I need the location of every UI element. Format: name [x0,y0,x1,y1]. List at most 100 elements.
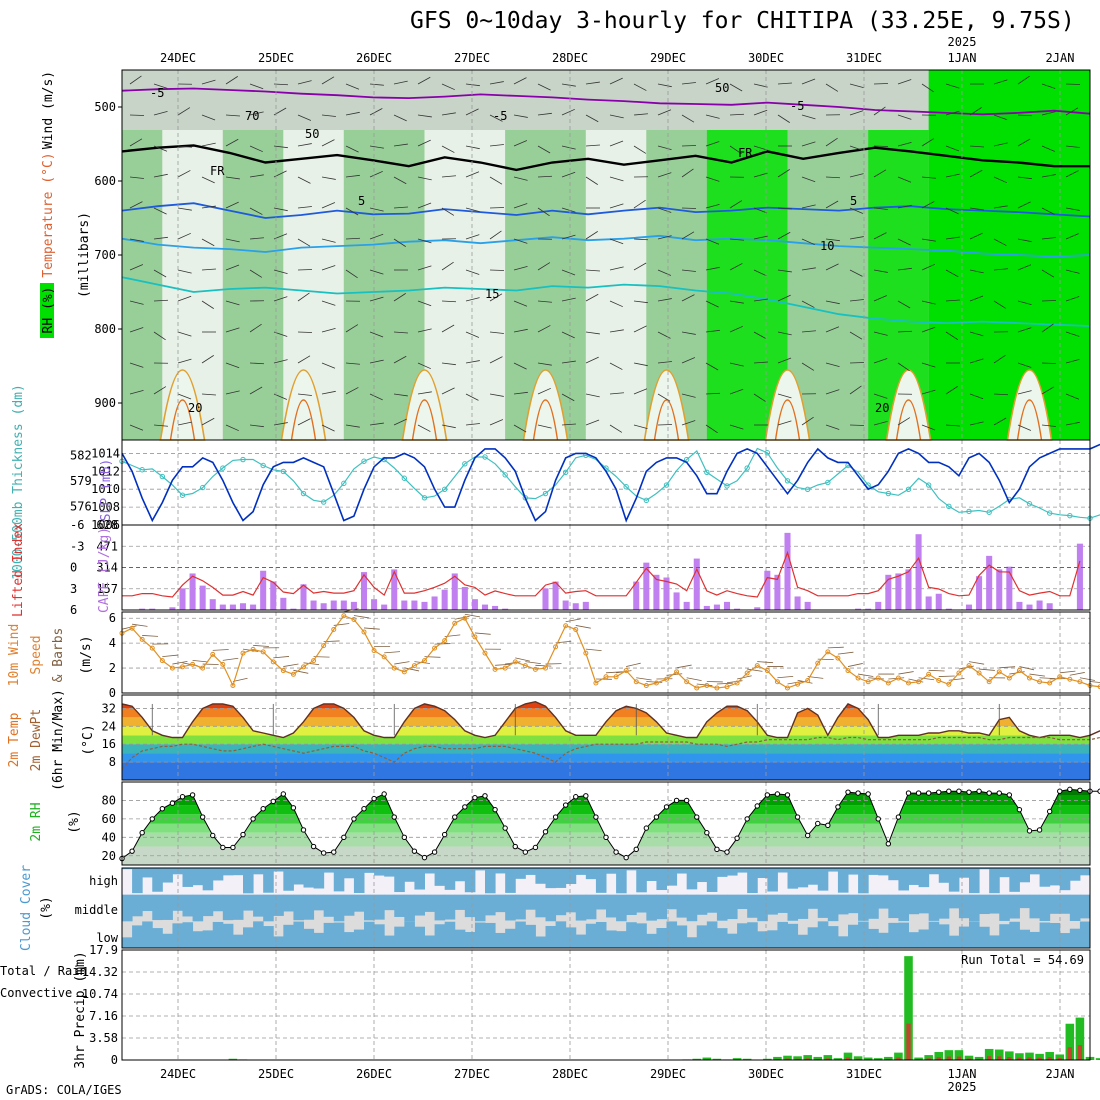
precip-total-bar [974,1056,984,1060]
wind-barb [585,648,602,652]
wind-barb [897,176,912,183]
rh-point [240,831,246,838]
precip-total-bar [1045,1052,1054,1060]
wind-barb [969,169,983,178]
wind-speed-point [553,644,559,650]
temperature-frame [121,694,1091,781]
wind-barb [273,269,288,275]
wind-barb [753,172,768,178]
wind-barb [849,299,864,302]
thickness-point [663,482,670,488]
cloud-high-cell [676,868,688,874]
wind-barb [513,140,528,147]
wind-barb [249,111,264,116]
cape-bar [169,607,176,610]
cloud-high-cell [535,868,546,884]
rh-band-10 [787,130,869,440]
rh-point [724,849,730,855]
cloud-low-cell [958,926,970,948]
precip-convective-bar [906,1023,911,1060]
cloud-high-cell [716,868,728,877]
wind-speed-point [391,665,397,671]
wind-barb [753,298,768,302]
wind-barb [489,81,504,85]
wind-barb [921,201,935,209]
cloud-middle-cell [979,894,990,915]
contour-label: 50 [305,127,319,141]
wind-barb [162,654,179,657]
cape-bar [340,600,347,610]
wind-barb [369,83,384,86]
contour-label: FR [210,164,225,178]
cloud-high-cell [122,868,133,870]
wind-barb [225,176,240,180]
precip-total-bar [732,1058,742,1060]
cloud-high-cell [565,868,577,885]
cloud-low-cell [243,927,254,948]
rh-point [421,854,428,861]
wind-barb [897,238,911,246]
wind-barb [801,300,815,308]
cloud-low-cell [888,922,899,948]
wind-barb [1065,233,1080,240]
precip-convective-bar [1027,1057,1032,1060]
warm-cone [280,369,327,441]
wind-barb [993,238,1007,246]
wind-barb [921,138,935,147]
wind-barb [1041,207,1055,215]
wind-barb [369,269,384,275]
wind-barb [849,269,863,277]
wind-speed-point [795,681,801,687]
rh-point [371,795,377,802]
wind-barb [417,300,432,307]
rh-point [472,794,478,801]
wind-barb [897,417,911,426]
cape-bar [401,600,408,610]
wind-barb [753,83,768,88]
wind-barb [1041,237,1056,240]
wind-barb [441,145,455,153]
cloud-high-cell [979,868,990,870]
wind-barb [787,681,803,685]
wind-barb [537,175,553,178]
wind-speed-point [381,654,387,660]
cloud-low-cell [202,930,214,948]
cloud-high-cell [192,868,204,886]
wind-barb [345,83,360,90]
cloud-high-cell [595,868,607,893]
wind-barb [777,331,792,336]
wind-barb [945,145,960,152]
li-tick-label: 0 [70,561,77,575]
cloud-low-cell [253,921,264,948]
rh-key [40,283,54,338]
thickness-point [462,461,468,467]
wind-speed-point [845,668,851,674]
wind-barb [729,300,744,304]
wind-barb [129,424,144,431]
cloud-high-cell [132,868,143,894]
precip-tick-label: 10.74 [82,987,118,1001]
wind-barb [945,424,960,427]
wind-barb [609,203,624,209]
wind-barb [225,138,239,147]
cape-bar [360,572,368,610]
warm-cone [643,369,690,441]
wind-barb [585,293,599,302]
cloud-middle-cell [333,894,345,922]
cloud-high-cell [696,868,708,883]
cloud-low-cell [1059,933,1071,948]
cloud-high-cell [1029,868,1041,875]
wind-barb [417,328,432,333]
wind-barb [353,615,370,619]
wind-barb [928,669,945,672]
temp-band [122,744,1090,754]
wind-speed-point [240,650,246,656]
wind-barb [757,661,774,664]
wind-barb [515,657,530,662]
precip-total-bar [783,1055,792,1060]
isotherm-m5 [121,87,1091,116]
rh-point [552,814,559,820]
wind-speed-point [230,683,236,689]
wind-speed-point [290,671,296,677]
wind-barb [897,141,912,147]
